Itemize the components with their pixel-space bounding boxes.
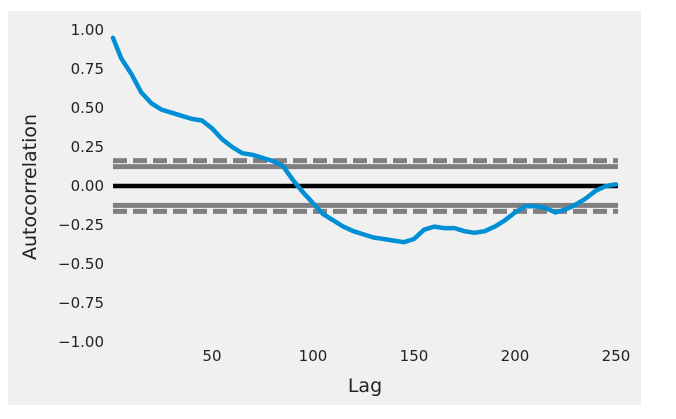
y-tick-label: −0.25 — [58, 216, 104, 234]
y-axis-label: Autocorrelation — [19, 114, 41, 260]
y-tick-label: 0.25 — [71, 138, 104, 156]
x-tick-label: 150 — [400, 347, 429, 365]
y-tick-label: 0.75 — [71, 60, 104, 78]
x-tick-label: 250 — [602, 347, 631, 365]
x-tick-label: 200 — [501, 347, 530, 365]
y-axis-ticks: 1.00 0.75 0.50 0.25 0.00 −0.25 −0.50 −0.75 −1.00 — [58, 21, 104, 351]
y-tick-label: −0.50 — [58, 255, 104, 273]
y-tick-label: 1.00 — [71, 21, 104, 39]
y-tick-label: −0.75 — [58, 294, 104, 312]
x-axis-label: Lag — [348, 375, 382, 397]
y-tick-label: 0.00 — [71, 177, 104, 195]
x-axis-ticks: 50 100 150 200 250 — [202, 347, 630, 365]
x-tick-label: 100 — [299, 347, 328, 365]
x-tick-label: 50 — [202, 347, 221, 365]
y-tick-label: 0.50 — [71, 99, 104, 117]
y-tick-label: −1.00 — [58, 333, 104, 351]
series-line — [110, 35, 619, 245]
